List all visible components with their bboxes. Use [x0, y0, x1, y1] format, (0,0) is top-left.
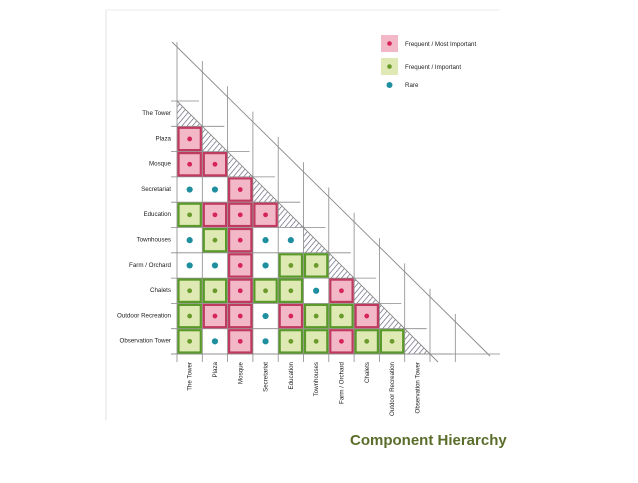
column-label-secretariat: Secretariat — [263, 362, 270, 392]
cell-dot-rare — [186, 186, 193, 193]
cell-dot-frequent-most-important — [364, 313, 370, 319]
cell-dot-frequent-most-important — [288, 313, 294, 319]
cell-dot-frequent-important — [288, 263, 294, 268]
row-label-education: Education — [143, 211, 171, 218]
row-label-the-tower: The Tower — [142, 110, 171, 117]
cell-dot-frequent-important — [187, 212, 193, 218]
cell-dot-frequent-most-important — [212, 161, 218, 167]
row-label-observation-tower: Observation Tower — [120, 338, 171, 345]
cell-dot-frequent-most-important — [212, 212, 218, 218]
cell-dot-frequent-important — [389, 338, 395, 344]
cell-dot-frequent-most-important — [237, 263, 243, 268]
row-label-outdoor-recreation: Outdoor Recreation — [117, 312, 172, 319]
cell-dot-rare — [211, 186, 219, 193]
cell-dot-frequent-most-important — [339, 338, 344, 344]
cell-dot-frequent-most-important — [237, 338, 243, 344]
legend: Frequent / Most Important Frequent / Impo… — [381, 35, 476, 89]
diagonal-hatch — [328, 252, 355, 279]
cell-dot-frequent-most-important — [187, 161, 193, 167]
column-label-observation-tower: Observation Tower — [414, 362, 421, 413]
cell-dot-frequent-most-important — [237, 212, 243, 218]
cell-dot-frequent-most-important — [237, 187, 243, 192]
cell-dot-frequent-most-important — [237, 237, 243, 243]
cell-dot-frequent-most-important — [263, 212, 268, 218]
cell-dot-frequent-important — [339, 313, 344, 319]
cell-dot-frequent-most-important — [339, 288, 344, 294]
cell-dot-frequent-important — [187, 338, 193, 344]
column-label-outdoor-recreation: Outdoor Recreation — [389, 361, 396, 416]
legend-dot-rare — [386, 82, 393, 88]
diagonal-line — [171, 41, 491, 357]
column-label-the-tower: The Tower — [187, 362, 194, 391]
column-label-education: Education — [288, 361, 295, 389]
matrix-grid — [105, 9, 500, 420]
row-label-chalets: Chalets — [150, 287, 171, 294]
cell-dot-frequent-important — [313, 263, 319, 268]
column-label-townhouses: Townhouses — [313, 362, 320, 396]
cell-dot-frequent-important — [212, 288, 218, 294]
row-label-farm-orchard: Farm / Orchard — [129, 262, 172, 269]
cell-dot-frequent-most-important — [187, 136, 193, 142]
cell-dot-rare — [262, 262, 269, 269]
legend-dot-frequent-important — [387, 64, 392, 69]
cell-dot-rare — [186, 237, 193, 244]
cell-dot-rare — [262, 312, 269, 320]
cell-dot-rare — [186, 262, 193, 269]
row-label-townhouses: Townhouses — [137, 237, 171, 244]
legend-label-frequent-most-important: Frequent / Most Important — [405, 41, 476, 48]
cell-dot-rare — [287, 237, 294, 244]
legend-label-rare: Rare — [405, 82, 419, 89]
row-label-secretariat: Secretariat — [141, 186, 171, 193]
column-label-chalets: Chalets — [364, 362, 371, 383]
cell-dot-frequent-important — [313, 338, 319, 344]
diagonal-line — [176, 100, 439, 363]
column-label-plaza: Plaza — [212, 361, 219, 377]
cell-dot-frequent-important — [187, 288, 193, 294]
cell-dot-frequent-important — [263, 288, 268, 294]
cell-dot-frequent-important — [288, 288, 294, 294]
cell-dot-frequent-most-important — [237, 288, 243, 294]
cell-dot-frequent-most-important — [237, 313, 243, 319]
cell-dot-rare — [262, 237, 269, 244]
cell-dot-rare — [211, 338, 219, 345]
cell-dot-frequent-important — [364, 338, 370, 344]
diagram-caption: Component Hierarchy — [350, 432, 507, 449]
legend-dot-frequent-most-important — [387, 41, 392, 46]
legend-label-frequent-important: Frequent / Important — [405, 64, 461, 71]
cell-dot-frequent-important — [288, 338, 294, 344]
cell-dot-frequent-most-important — [212, 313, 218, 319]
matrix-labels: The Tower Plaza Mosque Secretariat Education… — [117, 110, 421, 416]
cell-dot-rare — [211, 262, 219, 269]
cell-dot-frequent-important — [313, 313, 319, 319]
row-label-plaza: Plaza — [156, 135, 172, 142]
column-label-farm-orchard: Farm / Orchard — [338, 361, 345, 404]
matrix-cells — [177, 126, 405, 354]
row-label-mosque: Mosque — [149, 161, 172, 168]
cell-dot-rare — [262, 338, 269, 345]
cell-dot-frequent-important — [212, 237, 218, 243]
cell-dot-rare — [313, 287, 320, 294]
cell-dot-frequent-important — [187, 313, 193, 319]
column-label-mosque: Mosque — [237, 361, 244, 384]
